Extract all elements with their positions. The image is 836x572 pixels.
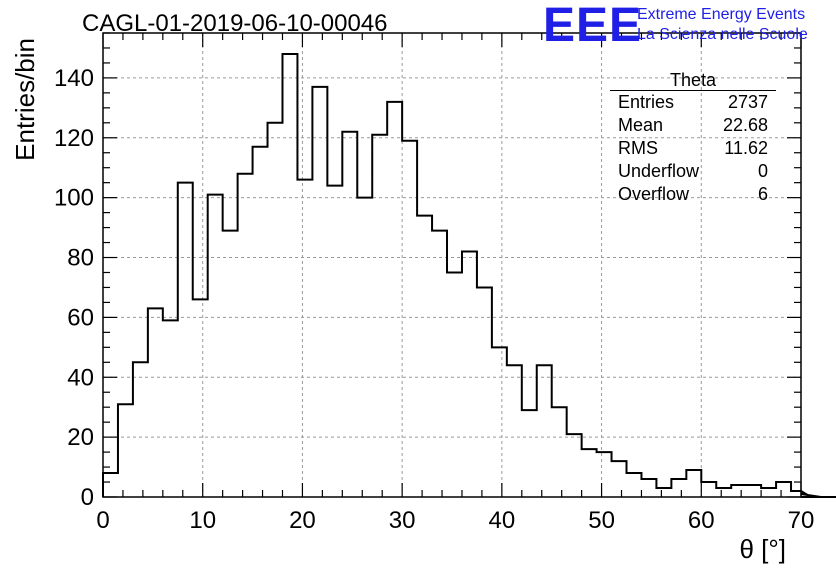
stats-row-rms: RMS 11.62 bbox=[610, 137, 776, 160]
chart-title: CAGL-01-2019-06-10-00046 bbox=[82, 10, 388, 37]
x-tick-label: 60 bbox=[688, 507, 715, 534]
x-tick-label: 50 bbox=[588, 507, 615, 534]
stats-label: Entries bbox=[618, 92, 675, 112]
y-tick-label: 60 bbox=[67, 304, 94, 331]
logo-line-1: Extreme Energy Events bbox=[637, 6, 806, 23]
stats-value: 11.62 bbox=[724, 138, 768, 158]
x-tick-label: 40 bbox=[489, 507, 516, 534]
stats-row-overflow: Overflow 6 bbox=[610, 183, 776, 206]
stats-title: Theta bbox=[610, 70, 776, 91]
stats-row-underflow: Underflow 0 bbox=[610, 160, 776, 183]
logo-line-2: La Scienza nelle Scuole bbox=[637, 26, 808, 43]
stats-label: Mean bbox=[618, 115, 664, 135]
y-tick-label: 140 bbox=[54, 65, 94, 92]
stats-label: RMS bbox=[618, 138, 658, 158]
y-tick-label: 40 bbox=[67, 364, 94, 391]
x-axis-label: θ [°] bbox=[739, 534, 786, 564]
y-axis-label: Entries/bin bbox=[10, 38, 40, 161]
x-tick-label: 10 bbox=[189, 507, 216, 534]
eee-logo-mark: EEE bbox=[543, 0, 643, 52]
x-tick-label: 0 bbox=[96, 507, 109, 534]
grid-lines bbox=[103, 33, 801, 497]
y-tick-label: 0 bbox=[81, 484, 94, 511]
x-tick-label: 30 bbox=[389, 507, 416, 534]
stats-label: Underflow bbox=[618, 161, 700, 181]
histogram-series-line bbox=[102, 52, 836, 498]
stats-label: Overflow bbox=[618, 184, 690, 204]
stats-value: 22.68 bbox=[722, 115, 768, 135]
y-tick-label: 80 bbox=[67, 245, 94, 272]
plot-frame bbox=[102, 32, 802, 498]
stats-value: 0 bbox=[757, 161, 768, 181]
y-tick-label: 20 bbox=[67, 424, 94, 451]
y-tick-label: 100 bbox=[54, 185, 94, 212]
stats-box: Theta Entries 2737 Mean 22.68 RMS 11.62 … bbox=[610, 70, 776, 206]
stats-row-entries: Entries 2737 bbox=[610, 91, 776, 114]
y-tick-label: 120 bbox=[54, 125, 94, 152]
stats-value: 2737 bbox=[727, 92, 768, 112]
x-tick-label: 20 bbox=[289, 507, 316, 534]
x-tick-label: 70 bbox=[788, 507, 815, 534]
axis-ticks bbox=[102, 32, 802, 498]
stats-value: 6 bbox=[757, 184, 768, 204]
stats-row-mean: Mean 22.68 bbox=[610, 114, 776, 137]
